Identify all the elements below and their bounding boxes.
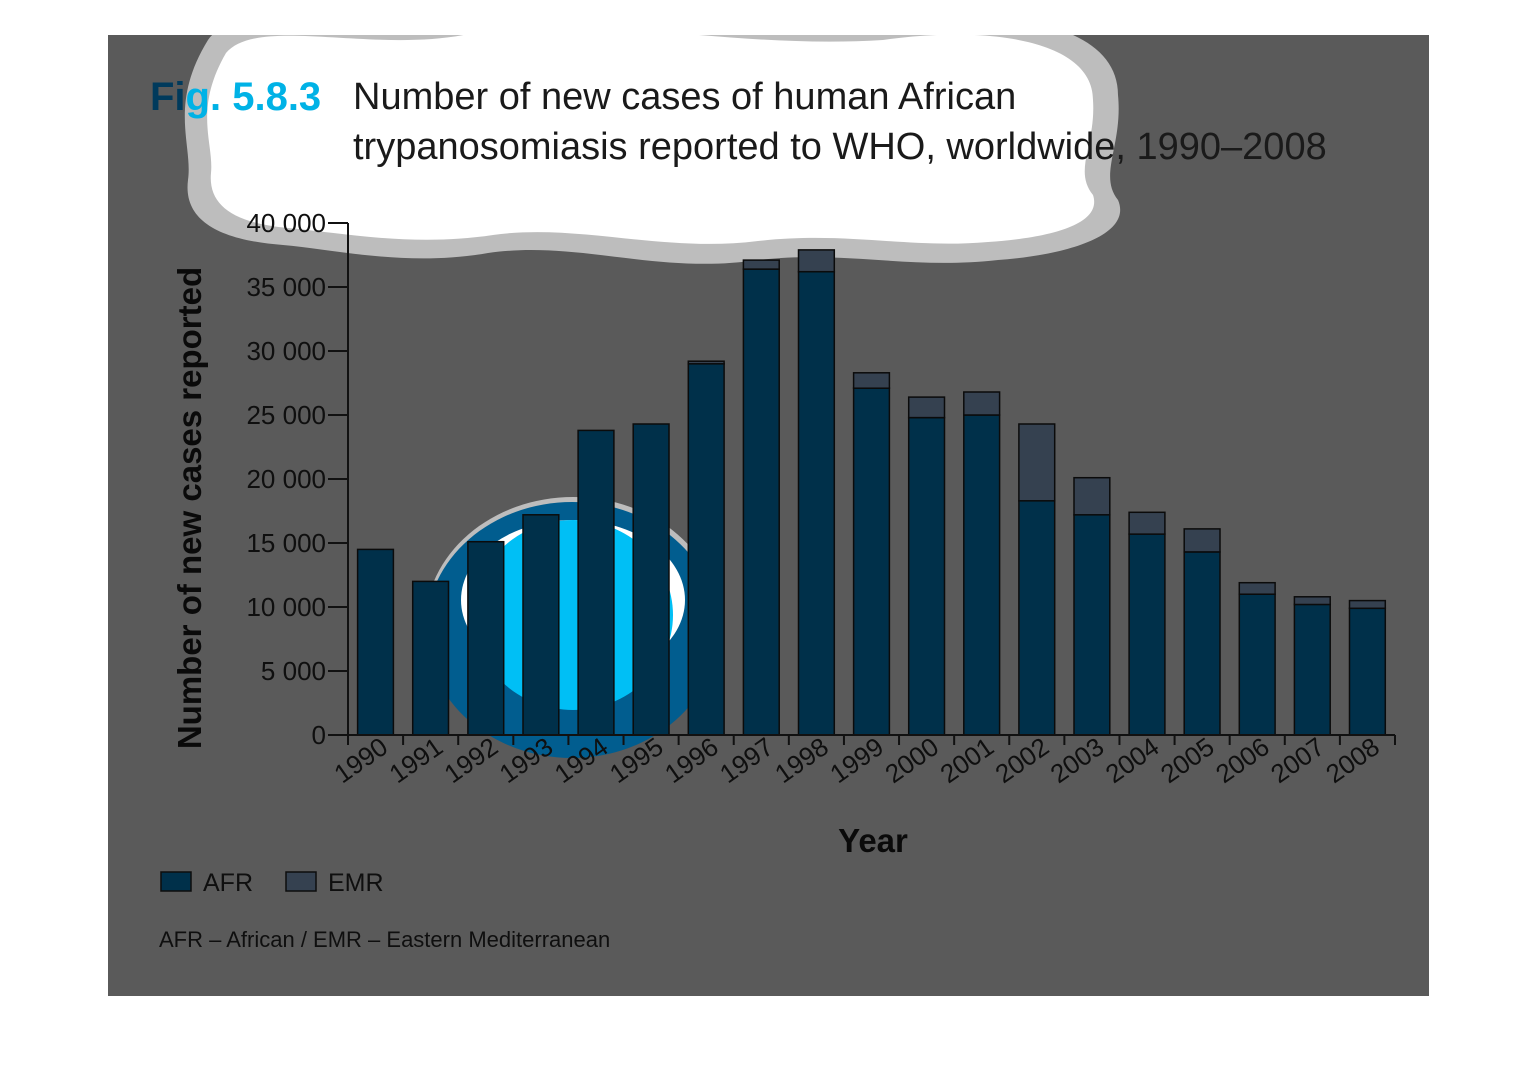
- bar-afr-2007: [1293, 603, 1331, 736]
- bar-emr-1996: [687, 360, 725, 365]
- bar-afr-1999: [852, 387, 891, 736]
- legend-label-emr: EMR: [328, 869, 384, 897]
- bar-emr-2003: [1073, 476, 1111, 516]
- axes: 0 5 000 10 000 15 000 20 000 25 000 30 000 35 0…: [246, 208, 1396, 789]
- x-tick-label-2002: 2002: [990, 731, 1055, 789]
- x-tick-label-2000: 2000: [879, 731, 944, 789]
- y-tick-label: 40 000: [246, 208, 326, 238]
- y-tick-label: 10 000: [246, 592, 326, 622]
- bar-afr-1993: [522, 514, 560, 736]
- x-tick-label-2007: 2007: [1265, 731, 1330, 789]
- bar-afr-2006: [1238, 593, 1276, 736]
- legend: AFR EMR: [160, 869, 384, 897]
- bar-afr-1997: [742, 268, 780, 736]
- bar-afr-2008: [1348, 607, 1387, 736]
- x-axis-title: Year: [838, 822, 908, 859]
- legend-label-afr: AFR: [203, 869, 253, 897]
- x-tick-label-2005: 2005: [1155, 731, 1220, 789]
- bar-afr-2004: [1128, 533, 1166, 736]
- x-tick-label-2001: 2001: [935, 731, 1000, 789]
- y-tick-label: 5 000: [261, 656, 326, 686]
- x-tick-label-1996: 1996: [659, 731, 724, 789]
- x-tick-label-2003: 2003: [1045, 731, 1110, 789]
- bar-afr-1995: [632, 423, 670, 736]
- y-tick-label: 0: [312, 720, 326, 750]
- x-tick-label-1997: 1997: [714, 731, 779, 789]
- bar-afr-1990: [356, 548, 395, 736]
- bar-afr-2000: [907, 416, 946, 736]
- bar-afr-2001: [963, 414, 1001, 736]
- x-tick-label-1999: 1999: [824, 731, 889, 789]
- x-tick-label-1990: 1990: [328, 731, 393, 789]
- x-tick-label-1991: 1991: [384, 731, 449, 789]
- x-tick-label-1998: 1998: [769, 731, 834, 789]
- legend-swatch-afr: [160, 871, 192, 892]
- footnote: AFR – African / EMR – Eastern Mediterran…: [159, 927, 610, 952]
- x-tick-label-1992: 1992: [439, 731, 504, 789]
- y-tick-label: 15 000: [246, 528, 326, 558]
- figure-number: Fig. 5.8.3: [150, 75, 321, 119]
- bar-afr-1991: [411, 580, 450, 736]
- chart-title-line-2: trypanosomiasis reported to WHO, worldwi…: [353, 126, 1327, 168]
- chart-title-line-1: Number of new cases of human African: [353, 76, 1016, 118]
- bar-afr-2002: [1018, 500, 1056, 736]
- bar-afr-2003: [1073, 514, 1111, 736]
- y-tick-label: 35 000: [246, 272, 326, 302]
- x-tick-label-2008: 2008: [1320, 731, 1385, 789]
- x-tick-label-2004: 2004: [1100, 731, 1165, 789]
- bar-emr-2007: [1293, 596, 1331, 606]
- bar-emr-2002: [1018, 423, 1056, 502]
- y-tick-label: 30 000: [246, 336, 326, 366]
- legend-swatch-emr: [285, 871, 317, 892]
- bars: [356, 249, 1387, 736]
- bar-emr-2001: [963, 391, 1001, 416]
- bar-emr-1997: [742, 259, 780, 270]
- bar-emr-2000: [907, 396, 946, 419]
- bar-emr-2008: [1348, 599, 1387, 610]
- bar-emr-2005: [1183, 528, 1221, 553]
- chart: Fig. 5.8.3 Number of new cases of human …: [150, 35, 1396, 952]
- bar-afr-1996: [687, 363, 725, 736]
- cloud-highlight: [184, 35, 1121, 264]
- bar-emr-1999: [852, 372, 891, 389]
- x-tick-label-2006: 2006: [1210, 731, 1275, 789]
- y-tick-label: 25 000: [246, 400, 326, 430]
- bar-afr-1998: [797, 270, 836, 736]
- bar-afr-2005: [1183, 551, 1221, 736]
- bar-afr-1994: [577, 429, 615, 736]
- bar-emr-2006: [1238, 581, 1276, 595]
- y-tick-label: 20 000: [246, 464, 326, 494]
- bar-afr-1992: [467, 540, 505, 736]
- figure-panel: Fig. 5.8.3 Number of new cases of human …: [108, 35, 1429, 996]
- bar-emr-1998: [797, 249, 836, 273]
- bar-emr-2004: [1128, 511, 1166, 535]
- y-axis-title: Number of new cases reported: [171, 267, 208, 749]
